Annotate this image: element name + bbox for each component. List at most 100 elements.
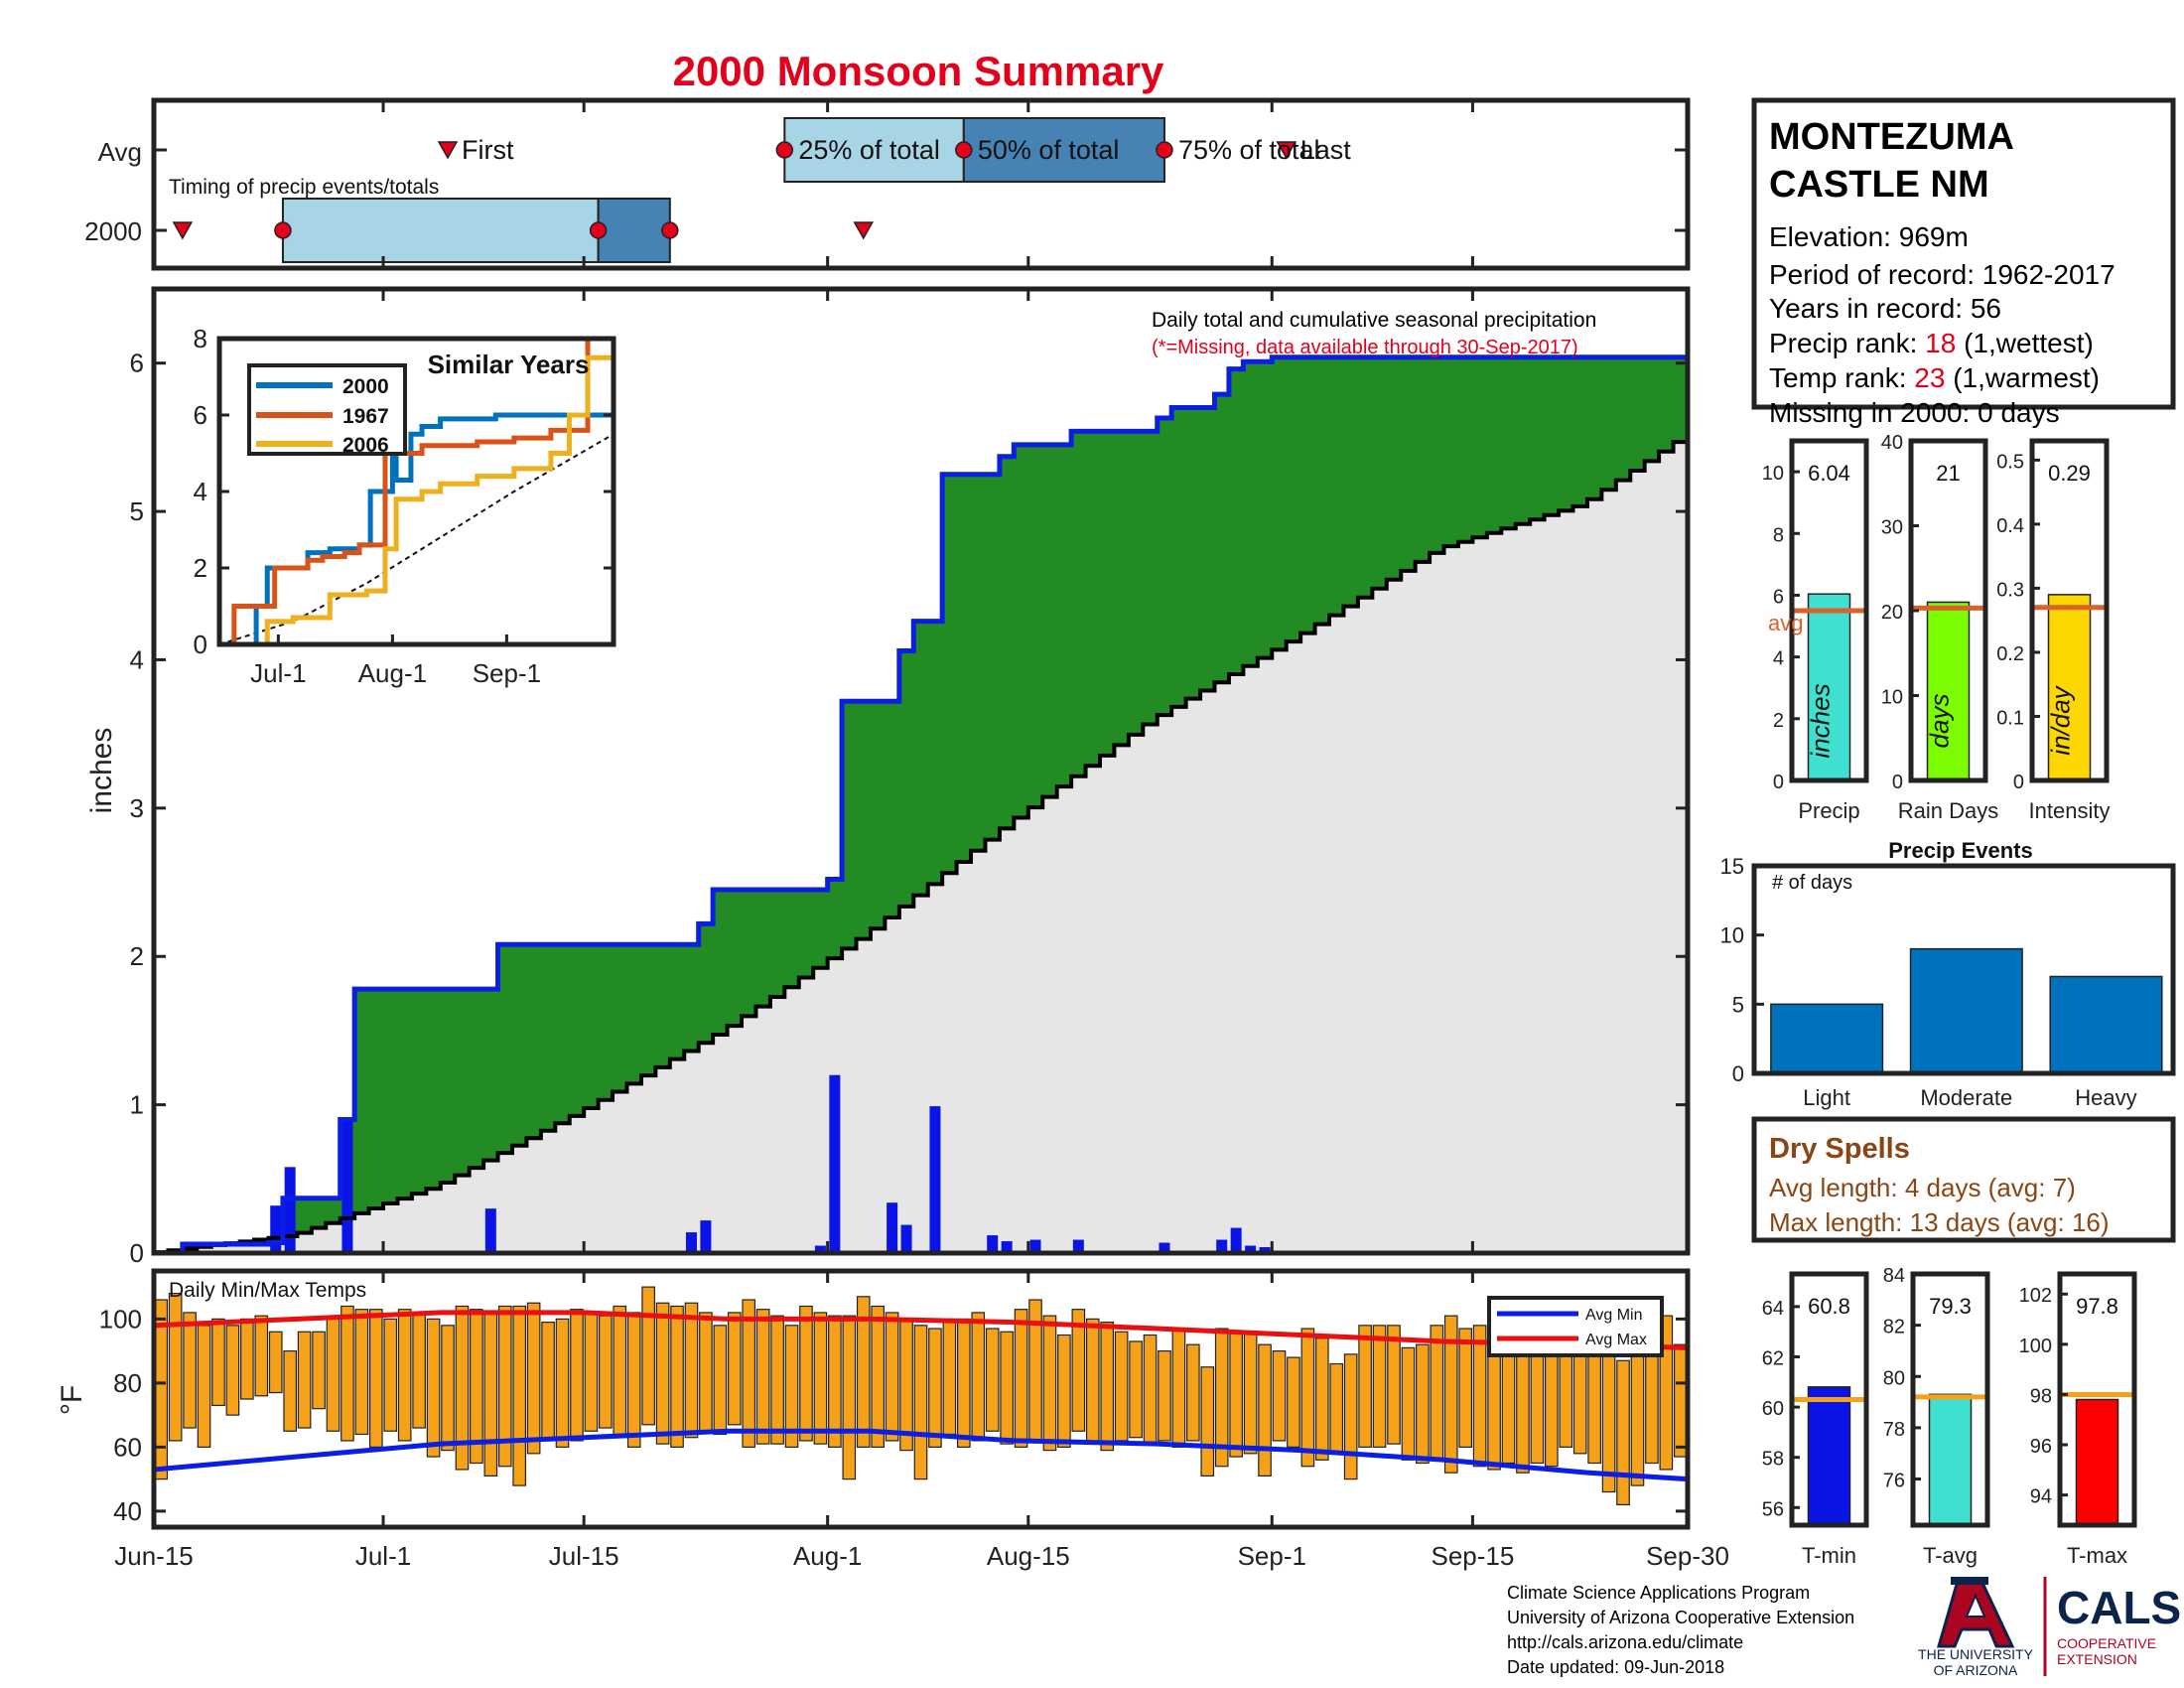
temp-range-bar: [570, 1309, 584, 1442]
temp-range-bar: [1057, 1334, 1071, 1448]
temp-range-bar: [283, 1350, 297, 1432]
x-tick-label: Sep-15: [1431, 1541, 1514, 1571]
temp-range-bar: [1085, 1318, 1100, 1445]
temp-range-bar: [326, 1315, 341, 1432]
temp-range-bar: [626, 1312, 641, 1448]
footer-line-4: Date updated: 09-Jun-2018: [1507, 1657, 1724, 1677]
temp-stat-2-label: T-max: [2067, 1543, 2127, 1568]
temp-stat-2-panel: 97.8 T-max 94 96 98 100 102: [2019, 1271, 2137, 1568]
main-annotation: Daily total and cumulative seasonal prec…: [1152, 309, 1596, 332]
temp-stat-2-y-tick-label: 98: [2030, 1385, 2052, 1407]
temp-range-bar: [297, 1331, 312, 1429]
precip-rank-label: Precip rank:: [1769, 328, 1925, 358]
precip-rank-note: (1,wettest): [1956, 328, 2093, 358]
daily-precip-bar: [1245, 1245, 1257, 1253]
avg-25-label: 25% of total: [798, 135, 940, 165]
precip-stat-2-y-tick-label: 0.4: [1996, 515, 2024, 537]
chart-title: 2000 Monsoon Summary: [673, 48, 1164, 94]
temp-range-bar: [1387, 1325, 1401, 1445]
daily-precip-bar: [1159, 1242, 1170, 1253]
inset-y-tick-label: 4: [194, 477, 207, 506]
temp-range-bar: [1243, 1331, 1258, 1455]
temp-range-bar: [397, 1309, 412, 1442]
temp-range-bar: [1430, 1325, 1444, 1461]
temp-range-bar: [455, 1305, 470, 1471]
cals-logo-text: CALS: [2057, 1582, 2181, 1633]
precip-stat-0-y-tick-label: 10: [1762, 463, 1784, 485]
temp-stat-2-y-tick-label: 96: [2030, 1436, 2052, 1458]
daily-precip-bar: [1230, 1227, 1242, 1253]
temp-stat-1-y-tick-label: 82: [1883, 1317, 1905, 1338]
temp-range-bar: [1158, 1350, 1171, 1442]
temp-legend-box: [1487, 1296, 1664, 1357]
inset-line-1967: [219, 336, 614, 647]
avg-first-label: First: [462, 135, 514, 165]
year-first-marker: [172, 221, 194, 240]
precip-events-panel: Precip Events Light Moderate Heavy 0 5 10 15 #…: [1720, 838, 2176, 1110]
station-name-line2: CASTLE NM: [1769, 164, 1989, 206]
temp-range-bar: [885, 1312, 899, 1442]
main-y-tick-label: 0: [130, 1238, 144, 1268]
events-y-tick-label: 0: [1732, 1061, 1744, 1086]
year-50-marker: [589, 221, 608, 239]
temp-stat-0-y-tick-label: 56: [1762, 1498, 1784, 1520]
x-tick-label: Jul-1: [355, 1541, 411, 1571]
temp-range-bar: [713, 1325, 728, 1436]
precip-stat-0-y-tick-label: 2: [1773, 710, 1784, 732]
avg-75-marker: [1156, 141, 1173, 159]
temp-range-bar: [1229, 1331, 1243, 1458]
temp-legend: Avg Min Avg Max: [1487, 1296, 1664, 1357]
cals-logo-sub2: EXTENSION: [2057, 1651, 2137, 1667]
temp-range-bar: [1487, 1337, 1501, 1471]
legend-label-avg-max: Avg Max: [1585, 1332, 1647, 1348]
temp-range-bar: [240, 1318, 254, 1400]
timing-panel-frame: [151, 97, 1691, 271]
temp-range-bar: [1358, 1325, 1372, 1448]
inset-y-tick-label: 0: [194, 630, 207, 659]
temp-range-bar: [426, 1318, 441, 1458]
timing-row-label-year: 2000: [84, 216, 142, 246]
temp-range-bar: [1129, 1340, 1143, 1439]
temp-stat-1-y-tick-label: 84: [1883, 1265, 1905, 1287]
station-elevation: Elevation: 969m: [1769, 221, 1969, 252]
year-75-marker: [661, 221, 679, 239]
missing-days: Missing in 2000: 0 days: [1769, 397, 2060, 428]
dry-spells-box: Dry Spells Avg length: 4 days (avg: 7) M…: [1751, 1116, 2176, 1243]
temp-range-bar: [1458, 1328, 1473, 1448]
temp-range-bar: [497, 1305, 512, 1468]
inset-y-tick-label: 2: [194, 553, 207, 583]
temp-range-bar: [899, 1318, 913, 1452]
temp-stat-1-bar: [1928, 1393, 1973, 1526]
temp-stat-0-value: 60.8: [1808, 1294, 1850, 1319]
temp-range-bar: [312, 1331, 326, 1410]
temp-range-bar: [770, 1315, 784, 1445]
legend-label-1967: 1967: [342, 405, 389, 428]
temp-range-bar: [1443, 1315, 1458, 1474]
daily-precip-bar: [1216, 1239, 1228, 1253]
precip-stat-1-y-tick-label: 30: [1881, 517, 1903, 539]
year-last-marker: [853, 221, 875, 240]
footer-line-2: University of Arizona Cooperative Extens…: [1507, 1608, 1854, 1627]
temp-stat-2-y-tick-label: 100: [2019, 1336, 2052, 1357]
temp-range-bar: [341, 1305, 354, 1442]
daily-precip-bar: [814, 1245, 826, 1253]
temp-range-bar: [211, 1318, 225, 1407]
avg-75-label: 75% of total: [1178, 135, 1320, 165]
temp-rank-line: Temp rank: 23 (1,warmest): [1769, 362, 2100, 393]
temp-range-bar: [1401, 1346, 1416, 1461]
avg-25-marker: [775, 141, 794, 159]
temp-range-bar: [483, 1312, 498, 1477]
similar-years-inset: Similar Years 2000 1967 2006 0 2 4 6 8 Jul-1 A…: [194, 324, 616, 688]
temp-range-bar: [1314, 1337, 1329, 1461]
temp-range-bar: [584, 1312, 599, 1432]
temp-range-bar: [1258, 1343, 1272, 1477]
ua-logo-line2: OF ARIZONA: [1934, 1662, 2018, 1678]
precip-rank-line: Precip rank: 18 (1,wettest): [1769, 328, 2094, 358]
temp-range-bar: [699, 1312, 713, 1432]
avg-50-75-band: [962, 117, 1165, 183]
avg-25-50-band: [783, 117, 965, 183]
main-plot-frame: [151, 286, 1691, 1256]
daily-precip-bar: [1072, 1239, 1084, 1253]
x-tick-label: Sep-1: [1238, 1541, 1306, 1571]
